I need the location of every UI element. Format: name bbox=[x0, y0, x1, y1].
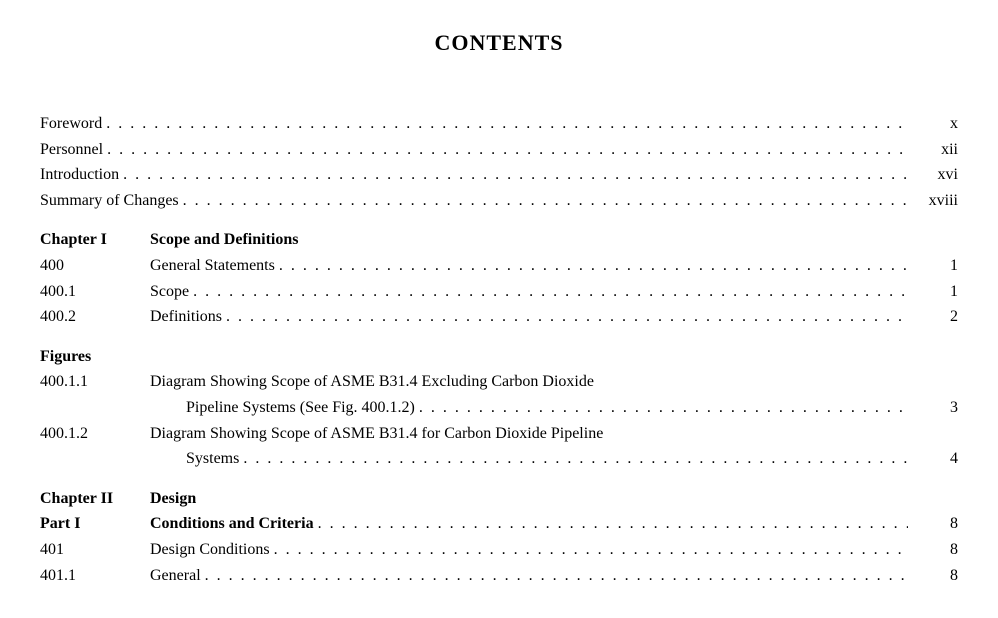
toc-row-figures-header: Figures bbox=[40, 344, 958, 370]
toc-title: Definitions bbox=[150, 304, 222, 330]
toc-ref: 400.1 bbox=[40, 279, 150, 305]
toc-row-part-1: Part I Conditions and Criteria . . . . .… bbox=[40, 511, 958, 537]
toc-ref: Chapter I bbox=[40, 227, 150, 253]
toc-page: 8 bbox=[908, 511, 958, 537]
toc-ref: 400.1.2 bbox=[40, 421, 150, 447]
toc-title: Diagram Showing Scope of ASME B31.4 for … bbox=[150, 421, 603, 447]
toc-row-introduction: Introduction . . . . . . . . . . . . . .… bbox=[40, 162, 958, 188]
toc-title: Design Conditions bbox=[150, 537, 270, 563]
toc-title: Introduction bbox=[40, 162, 119, 188]
toc-row-chapter-1-header: Chapter I Scope and Definitions bbox=[40, 227, 958, 253]
toc-row-400-1-2-line1: 400.1.2 Diagram Showing Scope of ASME B3… bbox=[40, 421, 958, 447]
toc-row-400-1-2-line2: Systems . . . . . . . . . . . . . . . . … bbox=[40, 446, 958, 472]
toc-page: 1 bbox=[908, 279, 958, 305]
toc-leader-dots: . . . . . . . . . . . . . . . . . . . . … bbox=[102, 111, 908, 137]
toc-title: Conditions and Criteria bbox=[150, 511, 314, 537]
toc-ref: Chapter II bbox=[40, 486, 150, 512]
toc-leader-dots: . . . . . . . . . . . . . . . . . . . . … bbox=[275, 253, 908, 279]
toc-page: 8 bbox=[908, 563, 958, 589]
toc-title: Design bbox=[150, 486, 196, 512]
toc-title: Systems bbox=[150, 446, 239, 472]
toc-row-foreword: Foreword . . . . . . . . . . . . . . . .… bbox=[40, 111, 958, 137]
toc-leader-dots: . . . . . . . . . . . . . . . . . . . . … bbox=[314, 511, 908, 537]
toc-title: Personnel bbox=[40, 137, 103, 163]
toc-title: General Statements bbox=[150, 253, 275, 279]
toc-leader-dots: . . . . . . . . . . . . . . . . . . . . … bbox=[222, 304, 908, 330]
toc-title: Scope bbox=[150, 279, 189, 305]
toc-row-400: 400 General Statements . . . . . . . . .… bbox=[40, 253, 958, 279]
toc-leader-dots: . . . . . . . . . . . . . . . . . . . . … bbox=[239, 446, 908, 472]
toc-page: 1 bbox=[908, 253, 958, 279]
toc-row-400-1: 400.1 Scope . . . . . . . . . . . . . . … bbox=[40, 279, 958, 305]
toc-title: General bbox=[150, 563, 201, 589]
toc-page: 2 bbox=[908, 304, 958, 330]
toc-leader-dots: . . . . . . . . . . . . . . . . . . . . … bbox=[415, 395, 908, 421]
toc-row-400-1-1-line1: 400.1.1 Diagram Showing Scope of ASME B3… bbox=[40, 369, 958, 395]
toc-row-401: 401 Design Conditions . . . . . . . . . … bbox=[40, 537, 958, 563]
toc-page: x bbox=[908, 111, 958, 137]
toc-ref: Figures bbox=[40, 344, 150, 370]
contents-title: CONTENTS bbox=[40, 30, 958, 56]
toc-leader-dots: . . . . . . . . . . . . . . . . . . . . … bbox=[119, 162, 908, 188]
toc-leader-dots: . . . . . . . . . . . . . . . . . . . . … bbox=[103, 137, 908, 163]
toc-page: xvi bbox=[908, 162, 958, 188]
toc-row-400-1-1-line2: Pipeline Systems (See Fig. 400.1.2) . . … bbox=[40, 395, 958, 421]
toc-row-400-2: 400.2 Definitions . . . . . . . . . . . … bbox=[40, 304, 958, 330]
toc-row-chapter-2-header: Chapter II Design bbox=[40, 486, 958, 512]
toc-title: Pipeline Systems (See Fig. 400.1.2) bbox=[150, 395, 415, 421]
toc-ref: 400.2 bbox=[40, 304, 150, 330]
toc-title: Scope and Definitions bbox=[150, 227, 298, 253]
toc-leader-dots: . . . . . . . . . . . . . . . . . . . . … bbox=[201, 563, 908, 589]
toc-ref: 401 bbox=[40, 537, 150, 563]
toc-page: 3 bbox=[908, 395, 958, 421]
toc-leader-dots: . . . . . . . . . . . . . . . . . . . . … bbox=[179, 188, 908, 214]
toc-page: 4 bbox=[908, 446, 958, 472]
toc-ref: 400.1.1 bbox=[40, 369, 150, 395]
toc-page: xii bbox=[908, 137, 958, 163]
toc-title: Summary of Changes bbox=[40, 188, 179, 214]
toc-title: Diagram Showing Scope of ASME B31.4 Excl… bbox=[150, 369, 594, 395]
toc-ref: 401.1 bbox=[40, 563, 150, 589]
toc-title: Foreword bbox=[40, 111, 102, 137]
toc-ref: Part I bbox=[40, 511, 150, 537]
toc-page: 8 bbox=[908, 537, 958, 563]
toc-page: xviii bbox=[908, 188, 958, 214]
toc-row-401-1: 401.1 General . . . . . . . . . . . . . … bbox=[40, 563, 958, 589]
toc-ref: 400 bbox=[40, 253, 150, 279]
toc-leader-dots: . . . . . . . . . . . . . . . . . . . . … bbox=[189, 279, 908, 305]
toc-leader-dots: . . . . . . . . . . . . . . . . . . . . … bbox=[270, 537, 908, 563]
toc-row-summary-of-changes: Summary of Changes . . . . . . . . . . .… bbox=[40, 188, 958, 214]
toc-row-personnel: Personnel . . . . . . . . . . . . . . . … bbox=[40, 137, 958, 163]
